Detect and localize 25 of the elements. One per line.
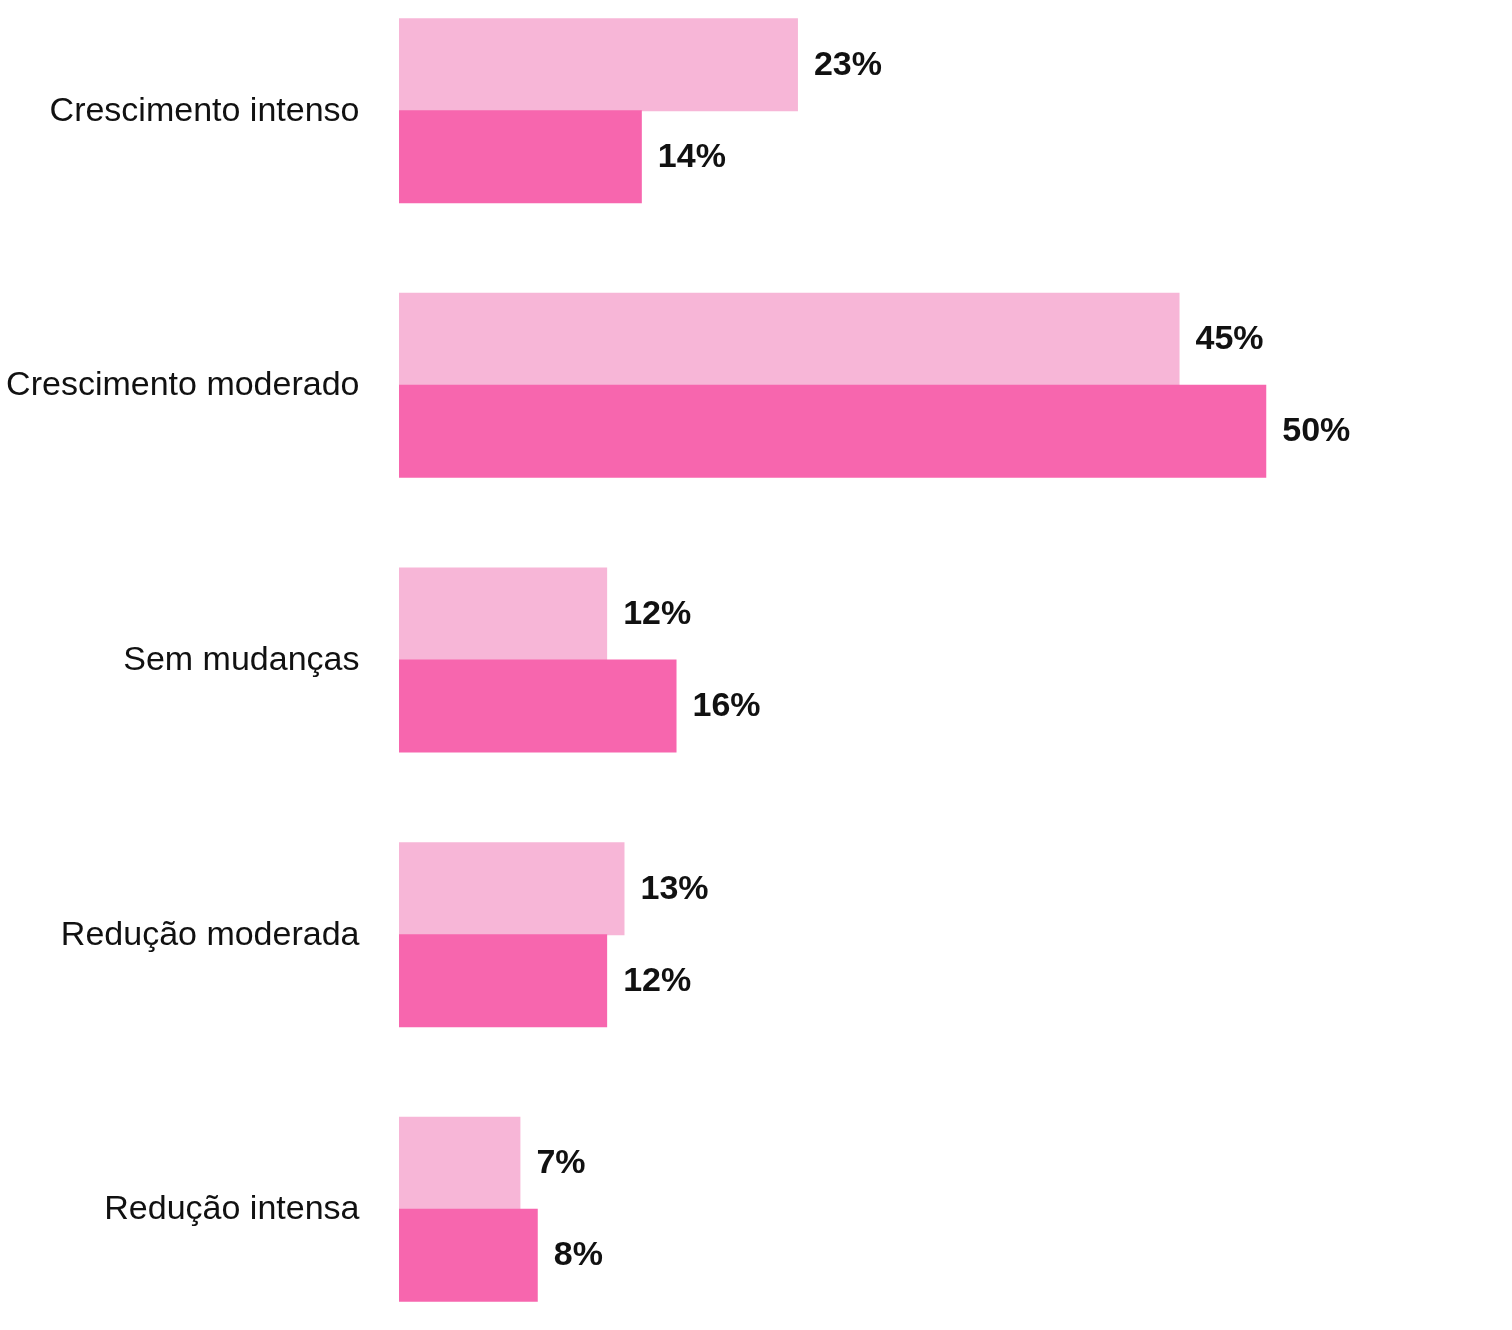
- bar: [399, 567, 608, 661]
- bar: [399, 1116, 521, 1210]
- data-label: 23%: [813, 43, 882, 82]
- bar: [399, 934, 608, 1028]
- bar: [399, 659, 677, 753]
- bar: [399, 384, 1267, 478]
- y-tick-label: Crescimento moderado: [6, 364, 360, 403]
- data-label: 8%: [553, 1234, 603, 1273]
- data-label: 7%: [536, 1142, 586, 1181]
- data-label: 12%: [623, 593, 692, 631]
- bar: [399, 292, 1180, 386]
- data-label: 14%: [657, 135, 726, 174]
- y-tick-label: Redução intensa: [104, 1188, 360, 1227]
- y-tick-label: Redução moderada: [60, 913, 360, 952]
- data-label: 50%: [1282, 410, 1351, 449]
- y-tick-label: Crescimento intenso: [49, 89, 360, 128]
- bar: [399, 1208, 538, 1302]
- data-label: 16%: [692, 685, 761, 723]
- data-label: 12%: [623, 959, 692, 998]
- bar: [399, 842, 625, 936]
- bar: [399, 110, 642, 204]
- data-label: 45%: [1195, 318, 1264, 357]
- y-tick-label: Sem mudanças: [123, 639, 360, 677]
- data-label: 13%: [640, 867, 709, 906]
- bar: [399, 18, 798, 112]
